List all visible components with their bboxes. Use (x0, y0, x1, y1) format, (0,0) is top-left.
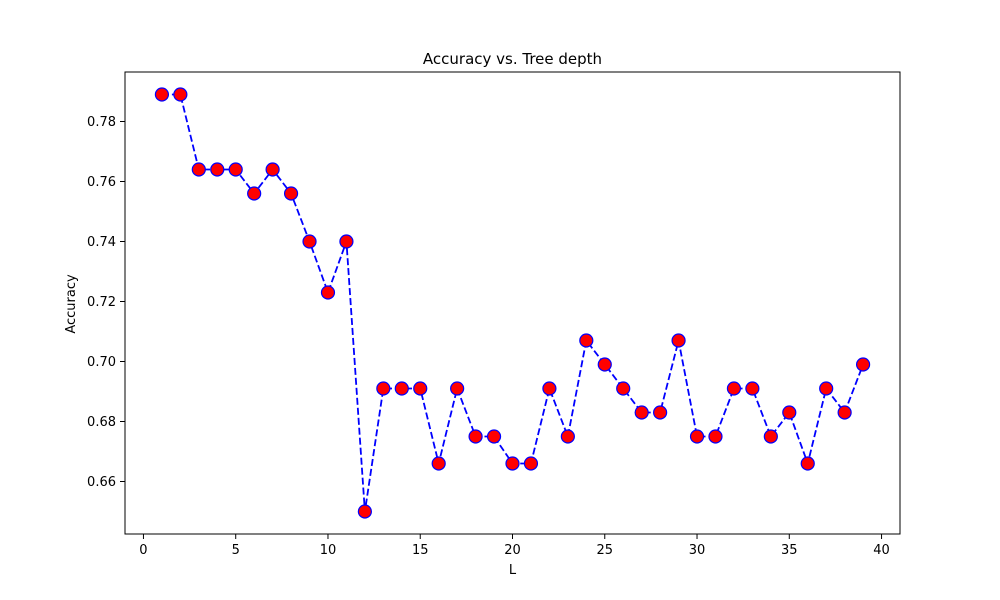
x-tick-label: 10 (320, 543, 337, 558)
data-point (486, 429, 502, 444)
data-point (339, 234, 354, 249)
x-tick-label: 40 (873, 543, 890, 558)
data-point (468, 429, 483, 444)
data-point (763, 429, 778, 444)
data-point (431, 456, 446, 471)
data-point (357, 504, 372, 519)
data-point (283, 186, 299, 201)
x-axis-label: L (509, 563, 517, 578)
data-point (782, 405, 797, 420)
data-point (247, 186, 262, 201)
y-tick-label: 0.72 (87, 295, 116, 310)
data-point (837, 405, 852, 420)
data-point (597, 357, 612, 372)
data-point (505, 456, 520, 471)
x-tick-label: 20 (504, 543, 521, 558)
x-tick-label: 30 (689, 543, 706, 558)
data-point (671, 333, 686, 348)
data-point (191, 162, 206, 177)
data-point (302, 234, 317, 249)
x-tick-label: 5 (232, 543, 240, 558)
data-point (708, 429, 723, 444)
data-point (726, 381, 742, 396)
data-point (579, 333, 594, 348)
data-point (745, 381, 760, 396)
data-point (616, 381, 631, 396)
data-point (819, 381, 834, 396)
data-point (228, 162, 243, 177)
data-point (154, 87, 170, 102)
y-axis-label: Accuracy (64, 274, 79, 334)
y-tick-label: 0.74 (87, 235, 116, 250)
data-point (542, 381, 557, 396)
chart-title: Accuracy vs. Tree depth (423, 50, 602, 68)
data-point (376, 381, 391, 396)
x-tick-label: 15 (412, 543, 429, 558)
data-point (800, 456, 815, 471)
y-tick-label: 0.70 (87, 355, 116, 370)
data-point (320, 285, 336, 300)
y-tick-label: 0.78 (87, 115, 116, 130)
y-tick-label: 0.76 (87, 175, 116, 190)
data-point (634, 405, 649, 420)
y-tick-label: 0.66 (87, 475, 116, 490)
data-point (413, 381, 428, 396)
data-point (265, 162, 280, 177)
data-point (523, 456, 539, 471)
data-point (560, 429, 575, 444)
x-tick-label: 35 (781, 543, 798, 558)
data-point (173, 87, 188, 102)
data-point (394, 381, 409, 396)
data-point (653, 405, 668, 420)
data-point (689, 429, 705, 444)
x-tick-label: 0 (139, 543, 147, 558)
data-point (210, 162, 225, 177)
data-point (450, 381, 465, 396)
plot-area: 0 5 10 15 20 25 30 35 40 0.66 0.68 0.70 0.72 0.74 0.76… (87, 71, 901, 558)
x-tick-label: 25 (596, 543, 613, 558)
data-point (855, 357, 871, 372)
y-tick-label: 0.68 (87, 415, 116, 430)
